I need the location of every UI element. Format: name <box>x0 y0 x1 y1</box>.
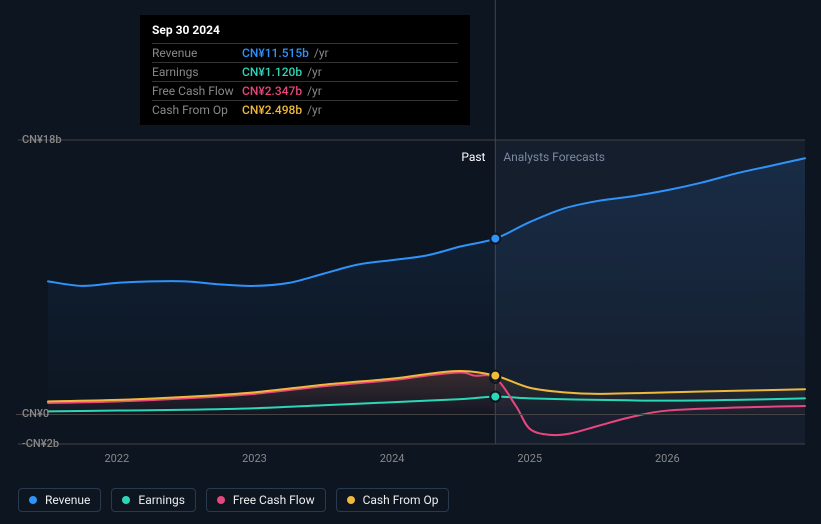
tooltip-value-wrap: CN¥11.515b /yr <box>242 46 329 60</box>
financial-chart: CN¥18b CN¥0 -CN¥2b Past Analysts Forecasts… <box>0 0 821 524</box>
tooltip-unit: /yr <box>304 103 322 117</box>
tooltip-label: Earnings <box>152 65 242 79</box>
legend-dot-icon <box>122 496 130 504</box>
data-tooltip: Sep 30 2024 RevenueCN¥11.515b /yrEarning… <box>140 15 470 125</box>
legend-item-cfo[interactable]: Cash From Op <box>336 488 450 512</box>
tooltip-value: CN¥2.498b <box>242 103 302 117</box>
legend-item-earnings[interactable]: Earnings <box>111 488 196 512</box>
legend-label: Earnings <box>138 493 185 507</box>
tooltip-value-wrap: CN¥2.498b /yr <box>242 103 322 117</box>
tooltip-label: Free Cash Flow <box>152 84 242 98</box>
tooltip-unit: /yr <box>311 46 329 60</box>
tooltip-value-wrap: CN¥2.347b /yr <box>242 84 322 98</box>
tooltip-value-wrap: CN¥1.120b /yr <box>242 65 322 79</box>
tooltip-row: EarningsCN¥1.120b /yr <box>152 62 458 81</box>
legend-label: Cash From Op <box>363 493 439 507</box>
past-section-label: Past <box>461 150 485 164</box>
legend-item-revenue[interactable]: Revenue <box>18 488 101 512</box>
x-axis: 2022 2023 2024 2025 2026 <box>0 452 821 466</box>
x-axis-label: 2023 <box>242 452 267 465</box>
tooltip-label: Revenue <box>152 46 242 60</box>
tooltip-row: RevenueCN¥11.515b /yr <box>152 43 458 62</box>
tooltip-unit: /yr <box>304 65 322 79</box>
tooltip-row: Free Cash FlowCN¥2.347b /yr <box>152 81 458 100</box>
x-axis-label: 2024 <box>380 452 405 465</box>
y-axis-label: -CN¥2b <box>22 437 59 450</box>
tooltip-date: Sep 30 2024 <box>152 23 458 37</box>
tooltip-unit: /yr <box>304 84 322 98</box>
x-axis-label: 2025 <box>517 452 542 465</box>
tooltip-value: CN¥1.120b <box>242 65 302 79</box>
tooltip-value: CN¥11.515b <box>242 46 309 60</box>
forecast-section-label: Analysts Forecasts <box>503 150 605 164</box>
tooltip-row: Cash From OpCN¥2.498b /yr <box>152 100 458 119</box>
x-axis-label: 2026 <box>655 452 680 465</box>
legend-dot-icon <box>217 496 225 504</box>
tooltip-label: Cash From Op <box>152 103 242 117</box>
y-axis-label: CN¥0 <box>22 407 49 420</box>
legend-dot-icon <box>347 496 355 504</box>
legend-item-fcf[interactable]: Free Cash Flow <box>206 488 326 512</box>
tooltip-value: CN¥2.347b <box>242 84 302 98</box>
x-axis-label: 2022 <box>104 452 129 465</box>
y-axis-label: CN¥18b <box>22 133 62 146</box>
chart-legend: Revenue Earnings Free Cash Flow Cash From O… <box>18 488 449 512</box>
legend-label: Revenue <box>45 493 90 507</box>
legend-label: Free Cash Flow <box>233 493 315 507</box>
legend-dot-icon <box>29 496 37 504</box>
